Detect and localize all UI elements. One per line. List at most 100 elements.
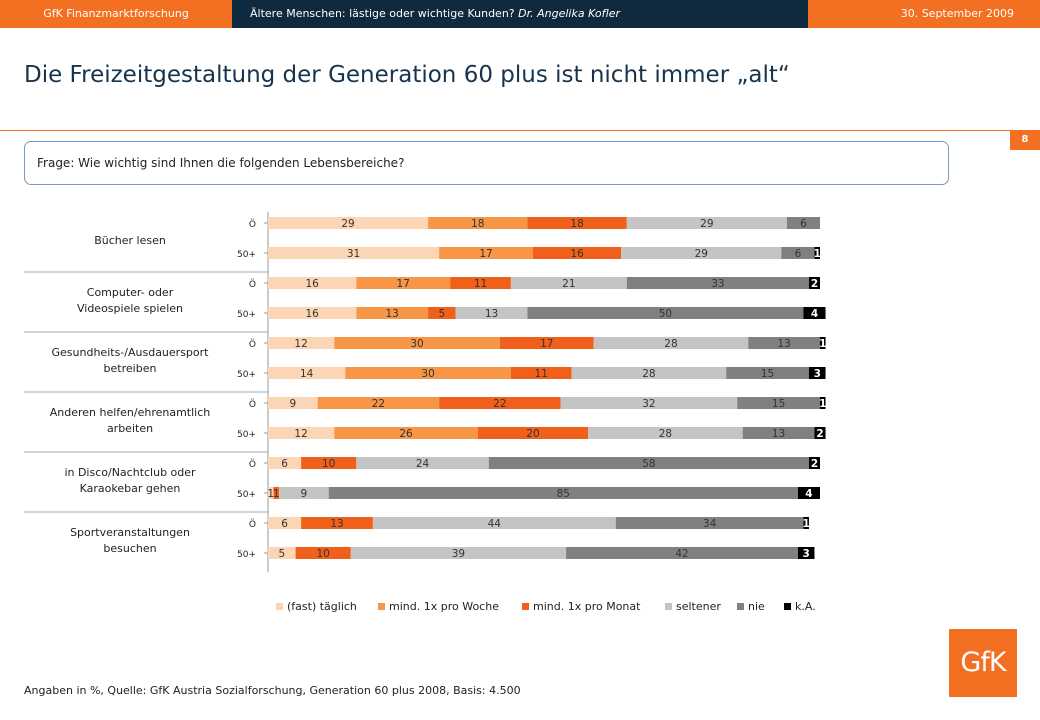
bar-segment [439, 397, 561, 409]
bar-segment [301, 457, 357, 469]
row-label: 50+ [237, 250, 256, 260]
bar-segment [781, 247, 815, 259]
bar-value-label: 12 [294, 338, 307, 350]
bar-segment [808, 277, 820, 289]
group-label: arbeiten [107, 422, 153, 435]
bar-value-label: 11 [535, 368, 548, 380]
bar-value-label: 17 [479, 248, 492, 260]
bar-segment [317, 397, 440, 409]
bar-segment [527, 217, 627, 229]
bar-value-label: 16 [305, 308, 319, 320]
legend-label: mind. 1x pro Monat [533, 600, 641, 613]
bar-value-label: 1 [267, 488, 274, 500]
bar-segment [268, 307, 357, 319]
bar-value-label: 16 [570, 248, 584, 260]
group-label: Anderen helfen/ehrenamtlich [50, 406, 211, 419]
bar-segment [334, 427, 478, 439]
bar-segment [748, 337, 820, 349]
bar-segment [268, 367, 346, 379]
legend-label: seltener [676, 600, 721, 613]
header-left: GfK Finanzmarktforschung [0, 0, 232, 28]
bar-value-label: 1 [819, 338, 826, 350]
bar-value-label: 6 [281, 458, 288, 470]
bar-segment [814, 247, 820, 259]
bar-segment [726, 367, 809, 379]
bar-segment [356, 307, 429, 319]
legend-swatch [378, 603, 385, 610]
bar-value-label: 1 [819, 398, 826, 410]
bar-segment [737, 397, 820, 409]
bar-value-label: 10 [317, 548, 330, 560]
bar-value-label: 13 [772, 428, 785, 440]
bar-value-label: 15 [772, 398, 785, 410]
header-date: 30. September 2009 [808, 0, 1040, 28]
bar-segment [527, 307, 804, 319]
bar-segment [268, 427, 335, 439]
legend-label: k.A. [795, 600, 816, 613]
bar-segment [626, 277, 809, 289]
bar-value-label: 9 [289, 398, 296, 410]
bar-segment [334, 337, 500, 349]
header-bar: GfK Finanzmarktforschung Ältere Menschen… [0, 0, 1040, 28]
row-label: Ö [249, 459, 256, 470]
legend-swatch [522, 603, 529, 610]
bar-segment [626, 217, 787, 229]
bar-value-label: 13 [386, 308, 399, 320]
bar-segment [268, 457, 302, 469]
page-title: Die Freizeitgestaltung der Generation 60… [24, 62, 790, 88]
bar-value-label: 16 [305, 278, 319, 290]
bar-value-label: 33 [711, 278, 724, 290]
bar-value-label: 30 [410, 338, 423, 350]
bar-value-label: 5 [439, 308, 446, 320]
footnote: Angaben in %, Quelle: GfK Austria Sozial… [24, 684, 521, 697]
bar-value-label: 15 [761, 368, 774, 380]
group-label: Karaokebar gehen [80, 482, 181, 495]
bar-value-label: 13 [777, 338, 790, 350]
bar-segment [510, 277, 627, 289]
bar-segment [593, 337, 749, 349]
bar-segment [350, 547, 567, 559]
bar-segment [356, 277, 451, 289]
group-label: Sportveranstaltungen [70, 526, 190, 539]
bar-value-label: 9 [301, 488, 308, 500]
legend-label: mind. 1x pro Woche [389, 600, 499, 613]
bar-segment [797, 487, 820, 499]
bar-value-label: 24 [416, 458, 430, 470]
bar-segment [372, 517, 616, 529]
bar-value-label: 28 [642, 368, 655, 380]
bar-segment [803, 517, 809, 529]
bar-value-label: 12 [294, 428, 307, 440]
legend-label: nie [748, 600, 765, 613]
group-label: in Disco/Nachtclub oder [64, 466, 196, 479]
bar-value-label: 4 [811, 308, 818, 320]
bar-segment [742, 427, 815, 439]
bar-segment [268, 277, 357, 289]
bar-segment [301, 517, 373, 529]
bar-segment [268, 487, 274, 499]
bar-segment [345, 367, 511, 379]
bar-segment [566, 547, 798, 559]
legend-label: (fast) täglich [287, 600, 357, 613]
bar-segment [439, 247, 533, 259]
bar-segment [803, 307, 826, 319]
bar-value-label: 2 [811, 278, 818, 290]
bar-value-label: 2 [816, 428, 823, 440]
row-label: 50+ [237, 550, 256, 560]
bar-segment [455, 307, 528, 319]
bar-value-label: 29 [341, 218, 354, 230]
bar-value-label: 13 [485, 308, 498, 320]
row-label: 50+ [237, 490, 256, 500]
bar-segment [356, 457, 489, 469]
gfk-logo: GfK [949, 629, 1017, 697]
bar-segment [268, 517, 302, 529]
bar-value-label: 17 [397, 278, 410, 290]
row-label: 50+ [237, 310, 256, 320]
bar-segment [428, 217, 528, 229]
bar-segment [820, 397, 826, 409]
bar-segment [532, 247, 622, 259]
bar-segment [808, 367, 826, 379]
bar-segment [560, 397, 738, 409]
bar-value-label: 1 [803, 518, 810, 530]
bar-segment [268, 337, 335, 349]
bar-segment [808, 457, 820, 469]
